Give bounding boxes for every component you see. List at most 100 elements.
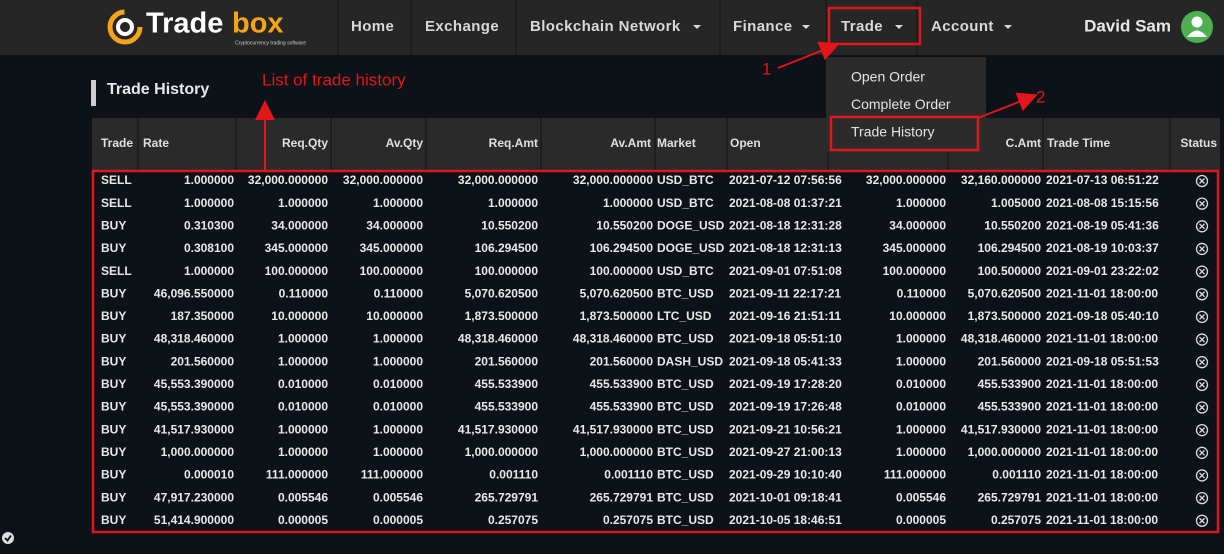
table-cell: 1,000.000000 (580, 445, 654, 459)
icon-cross (1199, 472, 1205, 479)
cancel-icon[interactable] (1195, 333, 1209, 346)
table-cell: 2021-09-11 22:17:21 (729, 286, 841, 300)
table-cell: BUY (101, 445, 126, 459)
cancel-icon[interactable] (1195, 401, 1209, 414)
table-cell: DOGE_USD (657, 241, 725, 255)
icon-circle (1195, 491, 1209, 505)
table-cell: 106.294500 (475, 241, 539, 255)
nav-item[interactable]: Trade (841, 18, 883, 35)
icon-cross (1199, 200, 1205, 207)
table-cell: 41,517.930000 (961, 422, 1041, 436)
cancel-icon[interactable] (1195, 197, 1209, 210)
table-cell: 111.000000 (361, 468, 423, 482)
table-cell: 0.001110 (489, 468, 538, 482)
icon-circle (1195, 469, 1209, 482)
table-cell: 201.560000 (171, 354, 235, 368)
table-cell: 1.000000 (896, 422, 946, 436)
table-cell: 201.560000 (475, 354, 539, 368)
table-cell: 46,096.550000 (154, 286, 234, 300)
caret (1004, 25, 1012, 29)
cancel-icon[interactable] (1195, 288, 1209, 301)
table-cell: 1.000000 (184, 196, 234, 210)
cancel-icon[interactable] (1195, 356, 1209, 369)
user-name[interactable]: David Sam (1084, 16, 1171, 35)
table-cell: 100.000000 (265, 264, 329, 278)
table-cell: 100.000000 (883, 264, 947, 278)
cancel-icon[interactable] (1195, 423, 1209, 437)
table-cell: 0.010000 (896, 400, 946, 414)
table-cell: 47,917.230000 (154, 490, 234, 504)
table-cell: 2021-08-19 10:03:37 (1046, 241, 1159, 255)
table-cell: 1.000000 (896, 445, 946, 459)
table-cell: 111.000000 (266, 468, 328, 482)
table-cell: BUY (101, 513, 126, 527)
table-cell: 1.000000 (373, 445, 423, 459)
table-cell: 106.294500 (590, 241, 654, 255)
table-cell: 2021-11-01 18:00:00 (1046, 422, 1158, 436)
avatar[interactable] (1181, 11, 1213, 43)
table-cell: 32,000.000000 (458, 173, 538, 187)
logo[interactable]: Trade box Cryptocurrency trading softwar… (107, 8, 306, 47)
nav-item[interactable]: Home (351, 18, 394, 35)
table-cell: 10.550200 (596, 218, 653, 232)
table-cell: 1.000000 (896, 332, 946, 346)
highlight-box (827, 6, 922, 46)
table-cell: SELL (101, 173, 132, 187)
table-cell: 2021-09-27 21:00:13 (729, 445, 842, 459)
cancel-icon[interactable] (1195, 514, 1209, 527)
caret (895, 25, 903, 29)
icon-circle (1195, 242, 1209, 256)
status-icon (2, 532, 14, 544)
icon-cross (1199, 449, 1205, 456)
column-header: Req.Amt (489, 136, 538, 150)
table-cell: BUY (101, 468, 126, 482)
table-cell: 0.001110 (992, 468, 1041, 482)
cancel-icon[interactable] (1195, 491, 1209, 505)
table-cell: 48,318.460000 (573, 332, 653, 346)
cancel-icon[interactable] (1195, 446, 1209, 459)
icon-circle (1195, 333, 1209, 346)
nav-item[interactable]: Exchange (425, 18, 499, 35)
cancel-icon[interactable] (1195, 265, 1209, 278)
cancel-icon[interactable] (1195, 469, 1209, 482)
cancel-icon[interactable] (1195, 310, 1209, 324)
navbar (0, 0, 1224, 55)
table-cell: 2021-09-18 05:51:10 (729, 332, 842, 346)
icon-cross (1199, 427, 1205, 434)
cancel-icon[interactable] (1195, 174, 1209, 188)
table-cell: 0.010000 (278, 400, 328, 414)
icon-cross (1199, 313, 1205, 320)
nav-item[interactable]: Blockchain Network (530, 18, 681, 35)
highlight-box (829, 115, 980, 152)
table-cell: 32,000.000000 (248, 173, 328, 187)
table-cell: 0.010000 (896, 377, 946, 391)
cancel-icon[interactable] (1195, 242, 1209, 256)
table-cell: 1,000.000000 (465, 445, 539, 459)
table-cell: 1.000000 (278, 354, 328, 368)
table-cell: 2021-07-13 06:51:22 (1046, 173, 1159, 187)
table-cell: 1.000000 (278, 445, 328, 459)
cancel-icon[interactable] (1195, 378, 1209, 392)
table: Trade Rate Req.Qty Av.Qty Req.Amt Av.Amt Marke… (101, 136, 1217, 527)
table-cell: 0.005546 (373, 490, 423, 504)
table-cell: 41,517.930000 (458, 422, 538, 436)
dropdown-item[interactable]: Complete Order (851, 96, 951, 112)
table-cell: 455.533900 (475, 377, 539, 391)
table-cell: 100.000000 (475, 264, 539, 278)
table-cell: 2021-09-29 10:10:40 (729, 468, 842, 482)
nav-item[interactable]: Finance (733, 18, 792, 35)
table-cell: 48,318.460000 (961, 332, 1041, 346)
dropdown-item[interactable]: Trade History (851, 124, 935, 140)
nav-item[interactable]: Account (931, 18, 994, 35)
icon-circle (1195, 310, 1209, 324)
table-cell: 32,160.000000 (961, 173, 1041, 187)
table-cell: 0.010000 (373, 400, 423, 414)
table-cell: DASH_USD (657, 354, 723, 368)
table-cell: 2021-09-18 05:40:10 (1046, 309, 1159, 323)
table-cell: BTC_USD (657, 513, 714, 527)
cancel-icon[interactable] (1195, 220, 1209, 233)
table-cell: 2021-11-01 18:00:00 (1046, 468, 1158, 482)
table-cell: 0.110000 (897, 286, 947, 300)
dropdown-item[interactable]: Open Order (851, 69, 925, 85)
table-cell: 0.110000 (279, 286, 329, 300)
